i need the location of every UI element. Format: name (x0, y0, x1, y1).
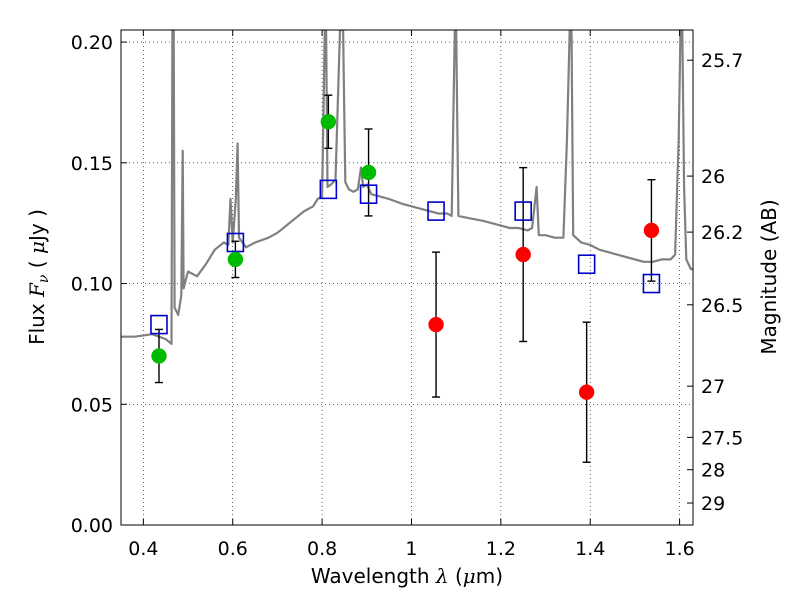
model-square-marker (514, 201, 532, 221)
y-tick-label: 0.00 (71, 515, 113, 537)
spectrum-line (121, 30, 693, 345)
model-square-marker (359, 184, 378, 204)
x-axis: 0.4 0.6 0.8 1 1.2 1.4 1.6 (128, 30, 695, 560)
x-tick-label: 1.2 (486, 538, 516, 560)
y-axis-label: Flux Fν ( μJy ) (25, 209, 52, 345)
green-detections-point (360, 164, 377, 181)
plot-background (121, 30, 693, 525)
y-tick-label: 0.20 (71, 32, 113, 54)
y2-tick-label: 26 (701, 166, 725, 188)
y2-tick-label: 25.7 (701, 50, 743, 72)
x-tick-label: 0.4 (128, 538, 158, 560)
y2-tick-label: 26.5 (701, 295, 743, 317)
y2-axis-label: Magnitude (AB) (757, 199, 781, 354)
x-tick-label: 1 (405, 538, 417, 560)
x-tick-label: 0.6 (218, 538, 248, 560)
red-detections-point (578, 384, 595, 400)
model-square-marker (427, 201, 445, 221)
model-spectrum (121, 30, 693, 345)
x-tick-label: 1.4 (575, 538, 605, 560)
y2-axis: 25.7 26 26.2 26.5 27 27.5 28 29 (687, 50, 743, 515)
x-tick-label: 0.8 (307, 538, 337, 560)
red-detections-point (515, 246, 531, 263)
model-square-marker (319, 179, 338, 200)
red-detections-point (428, 316, 444, 333)
green-detections-point (320, 114, 337, 130)
x-tick-label: 1.6 (664, 538, 694, 560)
y2-tick-label: 29 (701, 493, 725, 515)
model-square-marker (150, 314, 168, 335)
x-axis-label: Wavelength λ (μm) (311, 564, 503, 588)
model-square-marker (577, 254, 596, 275)
y-tick-label: 0.15 (71, 153, 113, 175)
y2-tick-label: 27 (701, 376, 725, 398)
y-tick-label: 0.05 (71, 394, 113, 416)
y-tick-label: 0.10 (71, 274, 113, 296)
model-square-marker (226, 232, 245, 253)
green-detections-point (227, 251, 244, 268)
y2-tick-label: 26.2 (701, 222, 743, 244)
markers (150, 114, 661, 400)
green-detections-point (151, 348, 167, 364)
y2-tick-label: 28 (701, 460, 725, 482)
y2-tick-label: 27.5 (701, 427, 743, 449)
y-axis: 0.00 0.05 0.10 0.15 0.20 (71, 32, 127, 537)
red-detections-point (643, 222, 660, 239)
model-square-marker (642, 273, 661, 294)
plot-frame (120, 29, 694, 526)
